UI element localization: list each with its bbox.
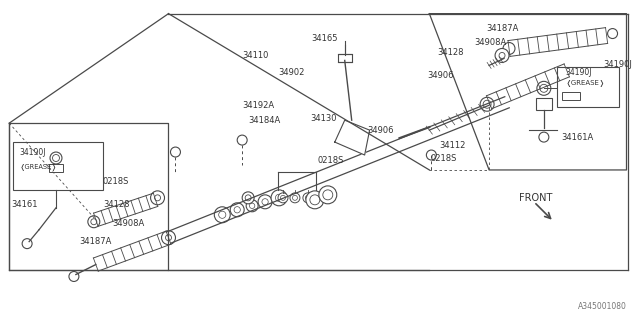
Text: 34187A: 34187A <box>486 24 519 33</box>
Circle shape <box>150 191 164 205</box>
Text: 34906: 34906 <box>367 126 394 135</box>
Text: 34190J: 34190J <box>19 148 45 156</box>
Bar <box>536 98 552 110</box>
Circle shape <box>258 195 272 209</box>
Text: 34128: 34128 <box>104 200 131 209</box>
Text: 34902: 34902 <box>279 68 305 77</box>
Circle shape <box>214 207 230 223</box>
Text: 34187A: 34187A <box>79 237 111 246</box>
Circle shape <box>426 150 436 160</box>
Circle shape <box>271 190 287 206</box>
Text: 34908A: 34908A <box>475 38 507 47</box>
Bar <box>557 68 618 107</box>
Circle shape <box>161 231 175 244</box>
Text: 34190J: 34190J <box>604 60 632 69</box>
Bar <box>562 92 580 100</box>
Bar <box>13 142 103 190</box>
Text: ❬GREASE❭: ❬GREASE❭ <box>566 80 605 87</box>
Circle shape <box>50 152 62 164</box>
Circle shape <box>539 132 549 142</box>
Circle shape <box>306 191 324 209</box>
Circle shape <box>237 135 247 145</box>
Circle shape <box>22 239 32 249</box>
Text: 34128: 34128 <box>438 48 464 57</box>
Text: 0218S: 0218S <box>103 177 129 187</box>
Text: 34908A: 34908A <box>113 219 145 228</box>
Polygon shape <box>335 120 370 155</box>
Text: 0218S: 0218S <box>430 154 457 163</box>
Circle shape <box>88 216 100 228</box>
Text: ❬GREASE❭: ❬GREASE❭ <box>19 164 57 172</box>
Circle shape <box>290 193 300 203</box>
Text: 34112: 34112 <box>439 140 466 149</box>
Bar <box>338 54 352 62</box>
Circle shape <box>537 81 551 95</box>
Circle shape <box>503 43 515 54</box>
Circle shape <box>242 192 254 204</box>
Text: 34192A: 34192A <box>242 101 275 110</box>
Circle shape <box>246 200 258 212</box>
Circle shape <box>319 186 337 204</box>
Text: FRONT: FRONT <box>519 193 552 203</box>
Text: 34130: 34130 <box>310 114 337 123</box>
Text: 34190J: 34190J <box>566 68 592 77</box>
Circle shape <box>495 49 509 62</box>
Text: 34165: 34165 <box>311 34 338 43</box>
Circle shape <box>230 203 244 217</box>
Text: A345001080: A345001080 <box>578 302 627 311</box>
Text: 34184A: 34184A <box>248 116 280 125</box>
Text: 34161A: 34161A <box>562 132 594 141</box>
Text: 34110: 34110 <box>242 51 269 60</box>
Circle shape <box>170 147 180 157</box>
Circle shape <box>480 97 494 111</box>
Circle shape <box>303 193 313 203</box>
Text: 34161: 34161 <box>11 200 38 209</box>
Circle shape <box>278 193 288 203</box>
Text: 34906: 34906 <box>428 71 454 80</box>
Circle shape <box>69 271 79 282</box>
Bar <box>49 164 63 172</box>
Text: 0218S: 0218S <box>318 156 344 164</box>
Circle shape <box>607 28 618 38</box>
